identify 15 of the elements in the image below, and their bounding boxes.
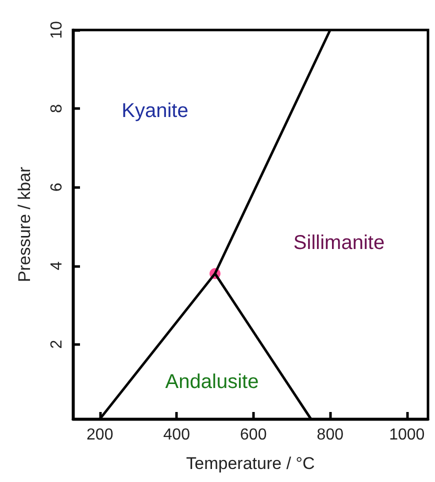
annotation: Kyanite xyxy=(122,100,188,122)
annotation: Andalusite xyxy=(165,371,259,393)
x-tick-label: 800 xyxy=(316,426,344,444)
x-tick-label: 400 xyxy=(163,426,190,444)
y-tick-label: 10 xyxy=(48,21,66,39)
annotation: Sillimanite xyxy=(293,232,385,254)
x-tick-label: 600 xyxy=(240,426,267,444)
y-tick-label: 4 xyxy=(48,261,66,270)
x-tick-label: 200 xyxy=(86,426,114,444)
y-tick-label: 2 xyxy=(48,340,66,349)
y-axis-title: Pressure / kbar xyxy=(15,166,34,282)
x-axis-title: Temperature / °C xyxy=(186,454,315,473)
x-tick-label: 1000 xyxy=(389,426,425,444)
y-tick-label: 6 xyxy=(48,182,66,192)
y-tick-label: 8 xyxy=(48,104,66,114)
